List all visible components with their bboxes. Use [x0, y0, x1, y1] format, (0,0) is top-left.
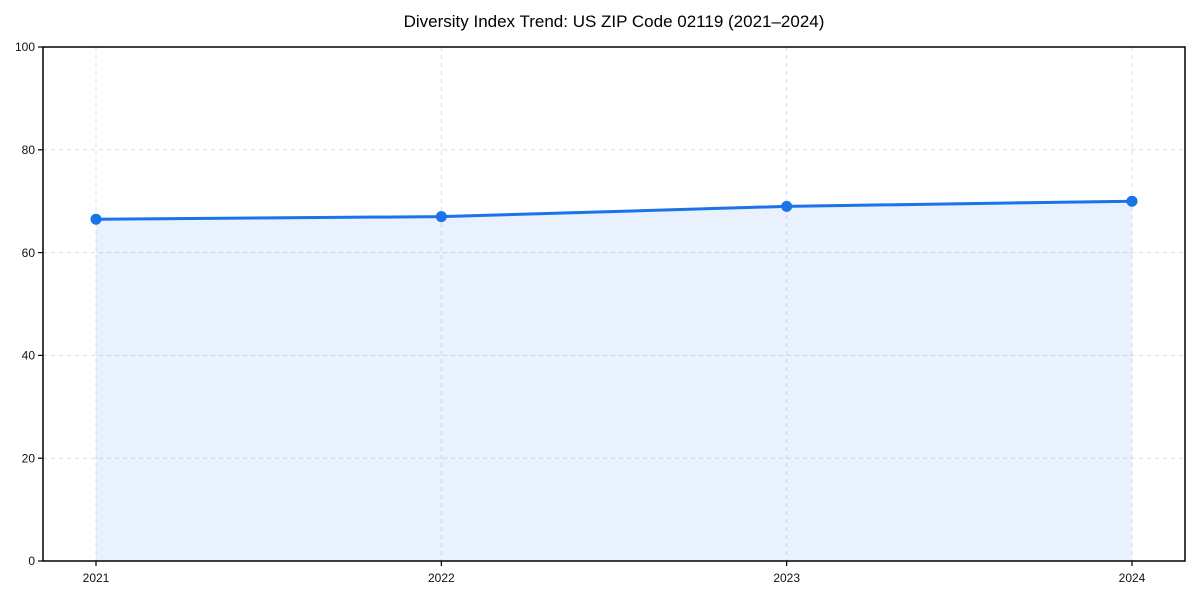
chart-title: Diversity Index Trend: US ZIP Code 02119… [403, 12, 825, 31]
y-tick-label: 20 [22, 451, 36, 465]
y-tick-label: 60 [22, 246, 36, 260]
data-point [435, 211, 447, 223]
plot-border [42, 46, 1186, 562]
y-tick-label: 40 [22, 349, 36, 363]
data-point [781, 200, 793, 212]
y-tick-label: 80 [22, 143, 36, 157]
y-tick-label: 0 [28, 554, 35, 568]
x-tick-label: 2022 [428, 571, 455, 585]
x-tick-label: 2021 [83, 571, 110, 585]
data-point [90, 213, 102, 225]
x-tick-label: 2024 [1119, 571, 1146, 585]
y-tick-label: 100 [15, 40, 35, 54]
area-fill [96, 201, 1132, 561]
x-tick-label: 2023 [773, 571, 800, 585]
trend-line [94, 199, 1134, 221]
data-point [1126, 195, 1138, 207]
